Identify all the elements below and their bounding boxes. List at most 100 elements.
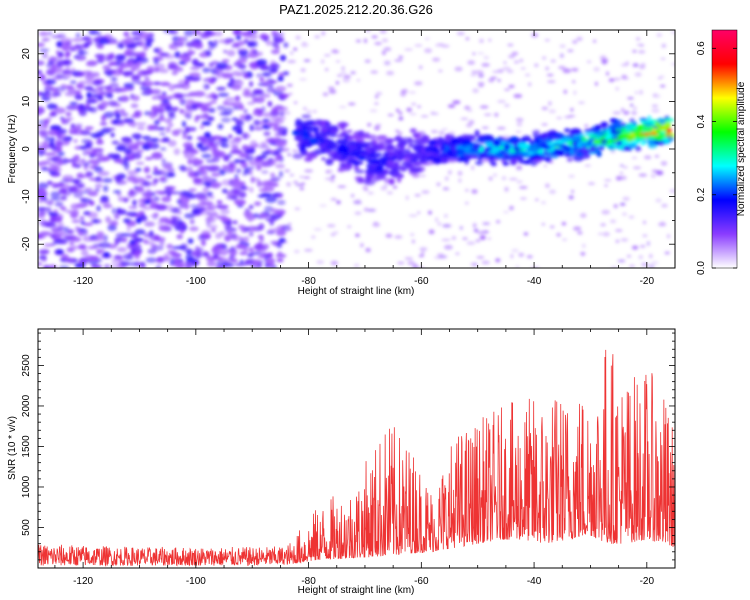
heatmap-cell [89, 132, 99, 138]
heatmap-cell [120, 261, 130, 267]
heatmap-cell [420, 136, 428, 141]
heatmap-cell [141, 135, 152, 140]
heatmap-cell [571, 189, 575, 194]
heatmap-cell [192, 209, 201, 215]
heatmap-cell [638, 255, 644, 260]
heatmap-cell [227, 229, 233, 236]
heatmap-cell [189, 226, 199, 232]
heatmap-cell [277, 75, 284, 82]
heatmap-cell [559, 53, 565, 59]
heatmap-cell [388, 178, 395, 185]
heatmap-cell [177, 245, 187, 250]
heatmap-cell [620, 63, 629, 67]
heatmap-cell [93, 166, 101, 170]
heatmap-cell [138, 210, 145, 215]
heatmap-cell [356, 143, 362, 151]
heatmap-cell [321, 127, 328, 133]
heatmap-cell [59, 240, 68, 245]
heatmap-cell [38, 198, 43, 204]
heatmap-cell [440, 141, 448, 146]
heatmap-cell [511, 51, 519, 56]
heatmap-cell [547, 101, 552, 106]
heatmap-cell [597, 130, 607, 137]
heatmap-cell [365, 157, 371, 163]
heatmap-cell [670, 31, 675, 34]
heatmap-cell [168, 43, 174, 50]
heatmap-cell [249, 124, 254, 132]
heatmap-cell [231, 227, 238, 232]
heatmap-cell [599, 55, 607, 61]
heatmap-cell [69, 241, 74, 246]
heatmap-cell [237, 64, 247, 70]
heatmap-cell [196, 142, 204, 149]
heatmap-cell [425, 146, 434, 152]
heatmap-cell [534, 137, 539, 142]
heatmap-cell [167, 139, 177, 147]
heatmap-cell [343, 129, 348, 134]
heatmap-cell [275, 127, 286, 131]
heatmap-cell [131, 30, 143, 36]
heatmap-cell [205, 50, 212, 57]
heatmap-cell [254, 96, 265, 104]
heatmap-cell [277, 146, 284, 153]
heatmap-cell [120, 233, 132, 237]
heatmap-cell [130, 103, 139, 109]
heatmap-cell [434, 43, 442, 47]
heatmap-cell [153, 58, 159, 65]
heatmap-cell [224, 235, 232, 242]
heatmap-cell [433, 256, 443, 259]
heatmap-cell [108, 62, 116, 66]
heatmap-cell [50, 110, 56, 116]
heatmap-cell [163, 30, 175, 34]
heatmap-cell [114, 159, 123, 163]
heatmap-cell [634, 91, 639, 95]
colorbar-tick-label: 0.2 [696, 187, 707, 201]
heatmap-cell [375, 164, 384, 171]
heatmap-cell [110, 40, 119, 45]
heatmap-cell [477, 52, 485, 55]
heatmap-cell [262, 118, 270, 123]
heatmap-cell [323, 54, 331, 57]
heatmap-cell [178, 99, 185, 103]
heatmap-cell [116, 246, 127, 253]
heatmap-cell [110, 76, 118, 82]
heatmap-cell [91, 153, 102, 157]
heatmap-cell [517, 142, 528, 149]
heatmap-cell [96, 139, 104, 145]
heatmap-cell [414, 194, 421, 197]
heatmap-cell [136, 185, 144, 191]
heatmap-cell [235, 168, 242, 174]
heatmap-cell [565, 147, 572, 152]
heatmap-cell [394, 59, 403, 62]
heatmap-cell [145, 175, 153, 179]
heatmap-cell [211, 228, 216, 233]
heatmap-cell [92, 243, 103, 248]
heatmap-cell [286, 227, 293, 232]
heatmap-cell [104, 85, 112, 90]
heatmap-cell [138, 202, 146, 208]
heatmap-cell [253, 243, 264, 251]
heatmap-cell [71, 37, 84, 43]
x-tick-label: -60 [414, 276, 429, 287]
heatmap-cell [621, 126, 626, 133]
heatmap-cell [428, 210, 432, 215]
heatmap-cell [38, 255, 47, 260]
heatmap-cell [275, 140, 287, 147]
heatmap-cell [47, 201, 54, 206]
heatmap-cell [275, 209, 286, 215]
heatmap-cell [244, 208, 250, 213]
heatmap-cell [225, 169, 232, 174]
heatmap-cell [612, 111, 622, 115]
heatmap-cell [443, 244, 453, 250]
heatmap-cell [320, 120, 326, 127]
heatmap-cell [325, 68, 329, 71]
heatmap-cell [44, 264, 50, 268]
heatmap-cell [648, 253, 653, 259]
heatmap-cell [304, 248, 313, 252]
heatmap-cell [202, 67, 211, 73]
heatmap-cell [73, 178, 80, 185]
heatmap-cell [216, 200, 223, 205]
heatmap-cell [374, 102, 379, 105]
heatmap-cell [507, 152, 519, 160]
heatmap-cell [515, 265, 520, 268]
